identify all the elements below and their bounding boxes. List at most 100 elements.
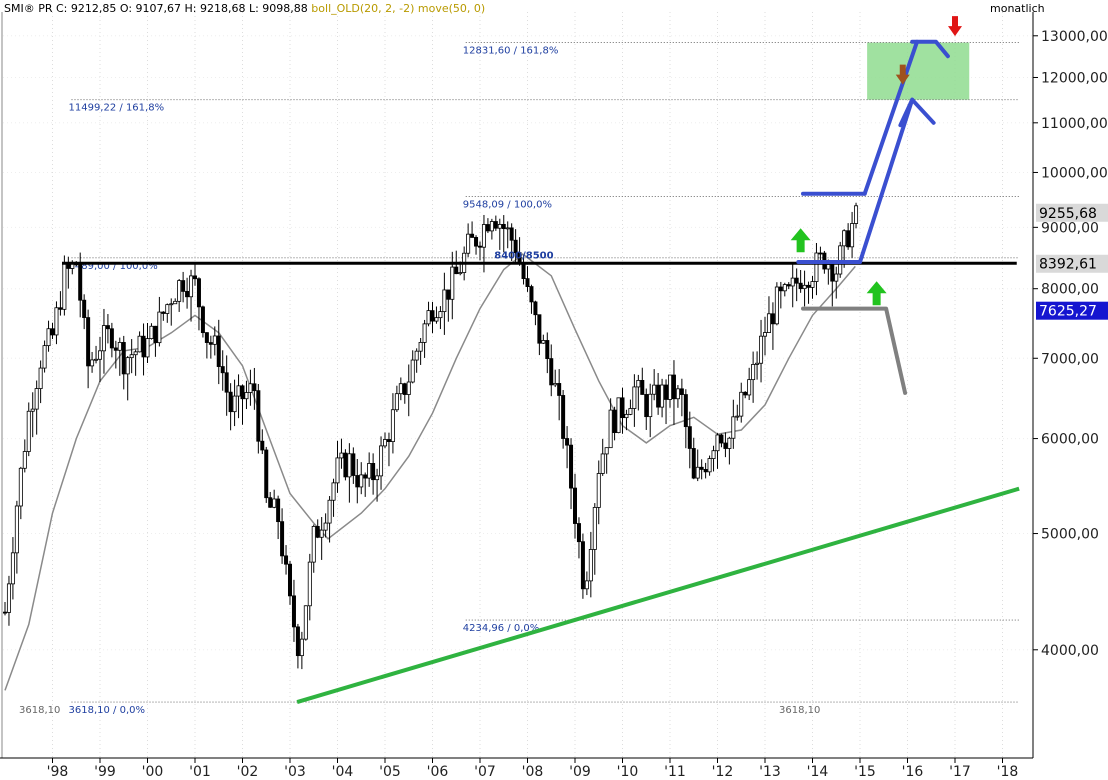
x-tick-label: '98 bbox=[47, 764, 69, 780]
candle-body bbox=[850, 223, 855, 248]
candle-body bbox=[541, 340, 546, 344]
candle-body bbox=[545, 340, 550, 359]
y-tick-label: 12000,00 bbox=[1041, 70, 1108, 86]
candle-body bbox=[687, 426, 692, 449]
candle-body bbox=[818, 252, 823, 255]
price-tag-label: 8392,61 bbox=[1039, 257, 1097, 273]
candle-body bbox=[264, 449, 269, 499]
candle-body bbox=[311, 526, 316, 563]
candle-body bbox=[660, 384, 665, 408]
candle-body bbox=[367, 463, 372, 479]
down-arrow-icon bbox=[948, 16, 962, 37]
candle-body bbox=[810, 281, 815, 288]
x-tick-label: '09 bbox=[569, 764, 591, 780]
candle-body bbox=[54, 307, 59, 336]
candle-body bbox=[747, 379, 752, 396]
bull-path-1 bbox=[858, 97, 915, 264]
candle-body bbox=[612, 409, 617, 434]
candle-body bbox=[533, 301, 538, 316]
candle-body bbox=[549, 358, 554, 386]
support-trendline bbox=[296, 486, 1020, 704]
ohlc-values: C: 9212,85 O: 9107,67 H: 9218,68 L: 9098… bbox=[56, 2, 308, 15]
candle-body bbox=[505, 227, 510, 230]
candle-body bbox=[101, 325, 106, 352]
candle-body bbox=[38, 367, 43, 389]
candle-body bbox=[735, 415, 740, 418]
candle-body bbox=[834, 273, 839, 282]
candle-body bbox=[34, 388, 39, 410]
price-tag-label: 7625,27 bbox=[1039, 304, 1097, 320]
candle-body bbox=[343, 452, 348, 478]
candle-body bbox=[751, 364, 756, 381]
candle-body bbox=[129, 354, 134, 359]
candle-body bbox=[339, 452, 344, 459]
x-tick-label: '11 bbox=[664, 764, 686, 780]
candle-body bbox=[569, 444, 574, 489]
candle-body bbox=[430, 310, 435, 322]
candle-body bbox=[438, 311, 443, 319]
price-tag-box bbox=[1036, 254, 1108, 273]
candle-body bbox=[216, 335, 221, 367]
candle-body bbox=[466, 233, 471, 254]
candle-body bbox=[355, 475, 360, 488]
candle-body bbox=[576, 523, 581, 543]
candle-body bbox=[382, 439, 387, 447]
target-zone bbox=[867, 42, 970, 100]
fib-level-label: 3618,10 / 0,0% bbox=[69, 705, 145, 716]
candle-body bbox=[485, 224, 490, 232]
candle-body bbox=[588, 549, 593, 582]
candle-body bbox=[14, 505, 19, 554]
candle-body bbox=[802, 284, 807, 290]
chart-header: SMI® PR C: 9212,85 O: 9107,67 H: 9218,68… bbox=[4, 2, 485, 15]
candle-body bbox=[410, 359, 415, 383]
x-tick-label: '08 bbox=[522, 764, 544, 780]
candle-body bbox=[557, 383, 562, 396]
candle-body bbox=[529, 286, 534, 303]
candle-body bbox=[537, 314, 542, 344]
candle-body bbox=[763, 332, 768, 337]
candle-body bbox=[501, 223, 506, 229]
y-tick-label: 13000,00 bbox=[1041, 29, 1108, 45]
candle-body bbox=[474, 237, 479, 247]
candle-body bbox=[133, 351, 138, 356]
candle-body bbox=[331, 482, 336, 501]
candle-body bbox=[794, 277, 799, 284]
candle-body bbox=[644, 394, 649, 418]
candle-body bbox=[683, 394, 688, 428]
candle-body bbox=[624, 413, 629, 419]
x-tick-label: '02 bbox=[237, 764, 259, 780]
x-tick-label: '05 bbox=[379, 764, 401, 780]
candle-body bbox=[406, 381, 411, 395]
candle-body bbox=[50, 328, 55, 336]
candle-body bbox=[648, 393, 653, 418]
candle-body bbox=[228, 391, 233, 413]
candle-body bbox=[323, 522, 328, 531]
candle-body bbox=[149, 325, 154, 340]
candle-body bbox=[363, 474, 368, 479]
candle-body bbox=[141, 335, 146, 358]
candle-body bbox=[596, 473, 601, 508]
candle-body bbox=[398, 383, 403, 395]
y-tick-label: 7000,00 bbox=[1041, 351, 1099, 367]
candle-body bbox=[240, 385, 245, 400]
candle-body bbox=[208, 342, 213, 345]
candle-body bbox=[830, 264, 835, 282]
fib-level-label: 11499,22 / 161,8% bbox=[69, 103, 165, 114]
price-tag-label: 9255,68 bbox=[1039, 206, 1097, 222]
candle-body bbox=[778, 286, 783, 292]
candle-body bbox=[347, 453, 352, 478]
candle-body bbox=[86, 317, 91, 367]
candle-body bbox=[200, 306, 205, 334]
candle-body bbox=[743, 391, 748, 396]
x-tick-label: '03 bbox=[284, 764, 306, 780]
target-zone-rect bbox=[867, 42, 970, 100]
x-tick-label: '06 bbox=[427, 764, 449, 780]
candle-body bbox=[117, 342, 122, 351]
candle-body bbox=[739, 391, 744, 417]
y-tick-label: 9000,00 bbox=[1041, 220, 1099, 236]
candle-body bbox=[770, 313, 775, 325]
candle-body bbox=[521, 262, 526, 280]
candle-body bbox=[481, 224, 486, 248]
x-tick-label: '00 bbox=[142, 764, 164, 780]
